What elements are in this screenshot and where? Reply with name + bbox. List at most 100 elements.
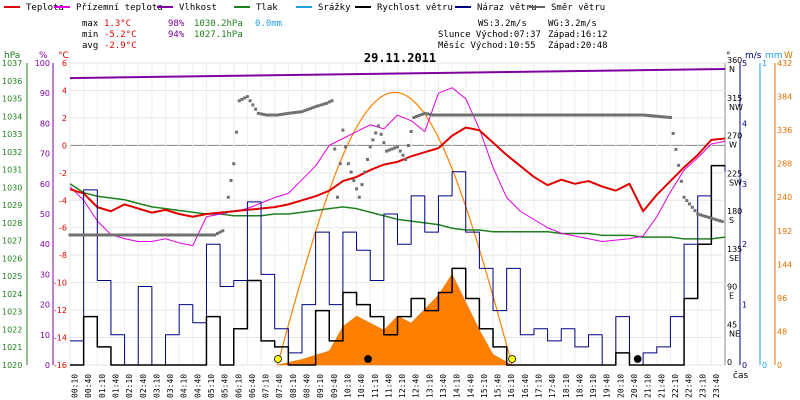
wind-direction-point: [311, 106, 315, 110]
x-tick-label: 16:40: [521, 374, 530, 398]
wind-direction-point: [155, 233, 159, 237]
wind-direction-point: [677, 163, 681, 167]
x-tick-label: 15:40: [494, 374, 503, 398]
x-tick-label: 07:10: [262, 374, 271, 398]
wind-direction-point: [278, 113, 282, 117]
wind-direction-point: [344, 145, 348, 149]
pct-tick-label: 90: [40, 89, 50, 98]
hpa-tick-label: 1021: [2, 343, 22, 352]
wind-direction-point: [295, 110, 299, 114]
hpa-tick-label: 1034: [2, 112, 22, 121]
info-sunset: Západ:16:12: [548, 30, 608, 40]
wind-direction-point: [663, 115, 667, 119]
ms-tick-label: 2: [742, 240, 747, 249]
wind-direction-point: [270, 113, 274, 117]
wind-direction-point: [636, 113, 640, 117]
hpa-tick-label: 1025: [2, 272, 22, 281]
temp-tick-label: -4: [59, 196, 67, 205]
temp-tick-label: -10: [54, 279, 67, 288]
x-tick-label: 09:40: [330, 374, 339, 398]
legend-label: Tlak: [256, 3, 278, 13]
wind-direction-point: [218, 230, 222, 234]
wind-direction-point: [685, 199, 689, 203]
pct-tick-label: 70: [40, 150, 50, 159]
x-tick-label: 17:40: [548, 374, 557, 398]
ms-tick-label: 1: [742, 301, 747, 310]
wind-direction-point: [507, 113, 511, 117]
dir-name-label: SE: [729, 254, 739, 263]
info-moonset: Západ:20:48: [548, 41, 608, 51]
wind-direction-point: [486, 113, 490, 117]
wind-direction-point: [84, 233, 88, 237]
wind-direction-point: [521, 113, 525, 117]
wind-direction-point: [349, 170, 353, 174]
temp-tick-label: 4: [62, 86, 67, 95]
wind-direction-point: [655, 114, 659, 118]
wind-direction-point: [614, 113, 618, 117]
x-tick-label: 05:10: [207, 374, 216, 398]
wind-direction-point: [128, 233, 132, 237]
radiation-area: [277, 273, 513, 366]
pct-tick-label: 80: [40, 119, 50, 128]
w-unit: W: [784, 51, 793, 61]
wind-direction-point: [134, 233, 137, 237]
wind-direction-point: [551, 113, 555, 117]
temp-tick-label: 0: [62, 141, 67, 150]
stats-avg-temp: -2.9°C: [104, 41, 137, 51]
wind-direction-point: [199, 233, 203, 237]
x-tick-label: 13:40: [439, 374, 448, 398]
wind-direction-point: [316, 104, 320, 108]
wind-direction-point: [401, 153, 405, 157]
legend-label: Rychlost větru: [377, 3, 453, 13]
moonrise-marker: [364, 355, 372, 363]
wind-direction-point: [188, 233, 192, 237]
info-sunrise: Slunce Východ:07:37: [438, 30, 541, 40]
wind-direction-point: [284, 112, 288, 116]
wind-direction-point: [215, 232, 219, 236]
wind-direction-point: [701, 214, 705, 218]
wind-direction-point: [516, 113, 520, 117]
x-tick-label: 10:10: [343, 374, 352, 398]
wind-direction-point: [426, 112, 430, 116]
x-tick-label: 13:10: [425, 374, 434, 398]
wind-direction-point: [98, 233, 102, 237]
x-tick-label: 11:10: [371, 374, 380, 398]
ms-unit: m/s: [745, 51, 762, 61]
wind-direction-point: [622, 113, 626, 117]
wind-direction-point: [112, 233, 116, 237]
wind-direction-point: [477, 113, 481, 117]
info-moonrise: Měsíc Východ:10:55: [438, 41, 536, 51]
x-tick-label: 22:40: [685, 374, 694, 398]
wind-direction-point: [464, 113, 468, 117]
w-tick-label: 336: [777, 126, 792, 135]
wind-direction-point: [341, 128, 345, 132]
temp-tick-label: 2: [62, 114, 67, 123]
wind-direction-point: [76, 233, 80, 237]
wind-direction-point: [90, 233, 94, 237]
wind-direction-point: [153, 233, 157, 237]
stats-min-label: min: [82, 30, 98, 40]
wind-direction-point: [237, 99, 241, 103]
wind-direction-point: [371, 138, 375, 142]
pct-unit: %: [39, 51, 48, 61]
wind-direction-point: [396, 145, 399, 149]
wind-direction-point: [606, 113, 610, 117]
wind-direction-point: [164, 233, 168, 237]
wind-direction-point: [698, 213, 702, 217]
wind-direction-point: [73, 233, 77, 237]
x-tick-label: 23:40: [712, 374, 721, 398]
wind-direction-point: [557, 113, 561, 117]
wind-direction-point: [589, 113, 593, 117]
temp-unit: °C: [58, 51, 69, 61]
wind-direction-point: [712, 217, 716, 221]
x-tick-label: 03:40: [166, 374, 175, 398]
pct-tick-label: 10: [40, 331, 50, 340]
wind-direction-point: [79, 233, 83, 237]
wind-direction-point: [292, 111, 296, 115]
wind-direction-point: [466, 113, 470, 117]
wind-direction-point: [273, 113, 277, 117]
hpa-tick-label: 1030: [2, 183, 22, 192]
wind-direction-point: [611, 113, 615, 117]
temp-tick-label: -16: [54, 361, 67, 370]
wind-direction-point: [95, 233, 99, 237]
